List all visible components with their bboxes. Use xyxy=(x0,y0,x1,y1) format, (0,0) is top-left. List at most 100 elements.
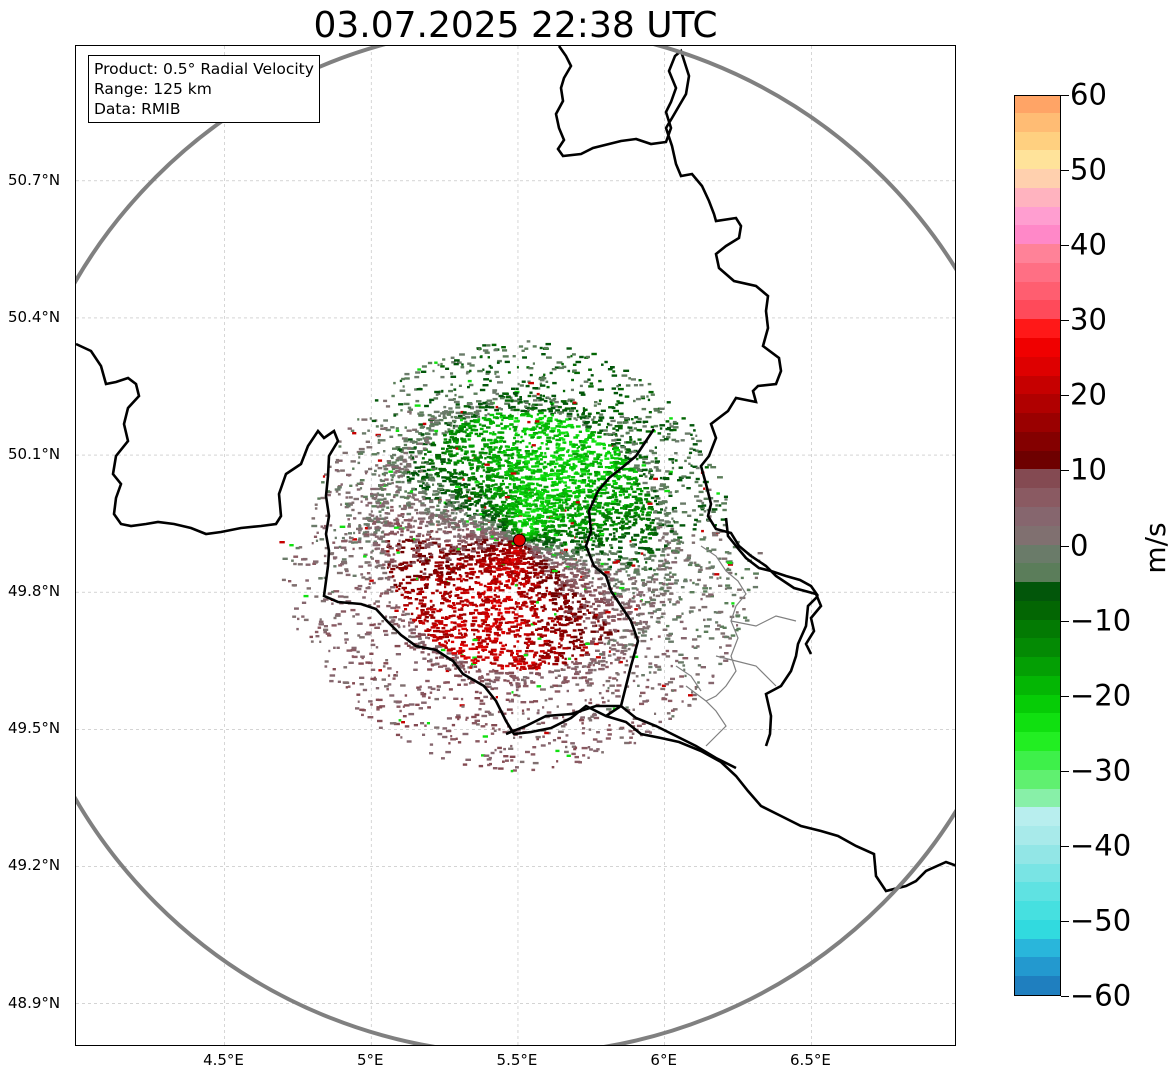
echo-pixel xyxy=(622,468,626,471)
echo-pixel xyxy=(591,543,595,547)
echo-pixel xyxy=(370,514,375,517)
echo-pixel xyxy=(620,475,623,479)
echo-pixel xyxy=(449,472,455,476)
echo-pixel xyxy=(417,553,423,556)
echo-pixel xyxy=(476,554,481,558)
echo-pixel xyxy=(376,505,383,508)
echo-pixel xyxy=(472,603,477,607)
echo-pixel xyxy=(359,683,364,686)
echo-pixel xyxy=(491,456,498,459)
echo-pixel xyxy=(632,708,635,711)
echo-pixel xyxy=(528,428,532,431)
echo-pixel xyxy=(370,492,374,496)
echo-pixel xyxy=(689,606,696,609)
echo-pixel xyxy=(377,498,384,501)
echo-pixel xyxy=(356,622,363,625)
echo-pixel xyxy=(338,545,342,549)
echo-pixel xyxy=(363,534,370,538)
echo-pixel xyxy=(566,450,569,454)
echo-pixel xyxy=(510,470,515,473)
echo-pixel xyxy=(464,473,467,477)
echo-pixel xyxy=(491,523,495,526)
echo-pixel xyxy=(667,433,671,436)
echo-pixel xyxy=(713,500,719,503)
echo-pixel xyxy=(590,431,597,434)
echo-pixel xyxy=(468,682,472,685)
echo-pixel xyxy=(485,628,490,631)
echo-pixel xyxy=(715,531,720,534)
echo-pixel xyxy=(577,607,582,610)
echo-pixel xyxy=(521,709,525,712)
echo-pixel xyxy=(488,531,492,534)
echo-pixel xyxy=(547,417,552,420)
echo-pixel xyxy=(460,438,467,441)
echo-pixel xyxy=(324,660,329,663)
echo-pixel xyxy=(681,700,684,703)
echo-pixel xyxy=(474,481,480,484)
echo-pixel xyxy=(612,639,617,642)
echo-pixel xyxy=(704,625,710,628)
echo-pixel xyxy=(707,488,712,491)
echo-pixel xyxy=(457,528,461,532)
echo-pixel xyxy=(523,400,529,403)
radar-map[interactable] xyxy=(75,45,956,1046)
echo-pixel xyxy=(560,725,566,728)
echo-pixel xyxy=(404,613,407,616)
echo-pixel xyxy=(485,627,491,630)
echo-pixel xyxy=(347,518,350,521)
echo-pixel xyxy=(448,688,453,691)
echo-pixel xyxy=(404,590,410,594)
echo-pixel xyxy=(396,705,401,708)
echo-pixel xyxy=(301,601,307,604)
echo-pixel xyxy=(451,552,457,555)
echo-pixel xyxy=(495,599,501,603)
echo-pixel xyxy=(369,579,374,582)
echo-pixel xyxy=(498,589,505,592)
echo-pixel xyxy=(736,624,739,627)
echo-pixel xyxy=(498,621,503,624)
echo-pixel xyxy=(425,576,431,579)
echo-pixel xyxy=(430,608,435,611)
echo-pixel xyxy=(672,426,679,429)
echo-pixel xyxy=(629,467,634,470)
echo-pixel xyxy=(580,571,587,575)
echo-pixel xyxy=(552,381,557,385)
echo-pixel xyxy=(577,503,582,506)
echo-pixel xyxy=(493,566,496,569)
echo-pixel xyxy=(540,619,544,622)
echo-pixel xyxy=(327,493,331,497)
echo-pixel xyxy=(687,514,692,517)
echo-pixel xyxy=(727,563,733,566)
echo-pixel xyxy=(372,522,377,525)
echo-pixel xyxy=(418,432,423,435)
echo-pixel xyxy=(453,468,457,472)
echo-pixel xyxy=(665,524,669,528)
echo-pixel xyxy=(441,432,444,435)
echo-pixel xyxy=(528,367,534,370)
map-canvas[interactable] xyxy=(76,46,956,1046)
echo-pixel xyxy=(610,601,614,604)
echo-pixel xyxy=(324,473,329,476)
echo-pixel xyxy=(492,431,495,434)
echo-pixel xyxy=(406,463,411,466)
echo-pixel xyxy=(440,602,445,605)
echo-pixel xyxy=(620,567,626,571)
echo-pixel xyxy=(442,554,449,557)
echo-pixel xyxy=(601,491,606,495)
echo-pixel xyxy=(548,670,555,674)
echo-pixel xyxy=(343,681,350,684)
echo-pixel xyxy=(518,615,524,618)
echo-pixel xyxy=(507,404,511,407)
echo-pixel xyxy=(486,468,492,471)
echo-pixel xyxy=(470,415,477,418)
echo-pixel xyxy=(378,564,384,567)
echo-pixel xyxy=(600,597,605,601)
echo-pixel xyxy=(429,420,433,424)
echo-pixel xyxy=(681,511,688,514)
echo-pixel xyxy=(386,506,390,509)
echo-pixel xyxy=(425,507,430,511)
echo-pixel xyxy=(516,366,519,369)
echo-pixel xyxy=(422,384,428,387)
echo-pixel xyxy=(550,537,556,540)
echo-pixel xyxy=(526,414,532,418)
